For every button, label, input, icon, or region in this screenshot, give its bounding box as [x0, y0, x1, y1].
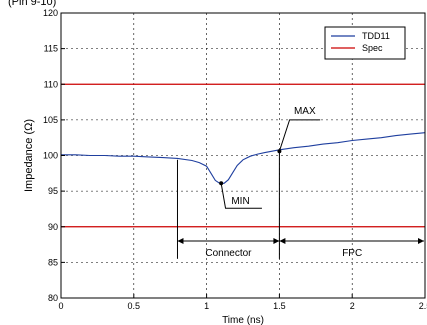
legend: TDD11 Spec — [324, 26, 406, 60]
x-axis-label: Time (ns) — [222, 315, 264, 325]
y-tick-label: 80 — [48, 293, 58, 303]
legend-label-tdd11: TDD11 — [362, 31, 390, 41]
y-tick-label: 120 — [43, 8, 58, 18]
y-axis-label: Impedance (Ω) — [23, 119, 35, 192]
max-leader — [278, 119, 321, 152]
x-tick-label: 2 — [350, 301, 355, 311]
chart-title: (Pin 9-10) — [8, 0, 56, 8]
spec-lines — [61, 83, 425, 228]
connector-arrow-head-right — [273, 238, 280, 244]
legend-label-spec: Spec — [362, 43, 383, 53]
x-tick-label: 1.5 — [273, 301, 286, 311]
x-tick-label: 0.5 — [128, 301, 141, 311]
legend-box — [324, 26, 406, 60]
y-axis-ticks: 80 85 90 95 100 105 110 115 120 — [43, 8, 65, 303]
x-tick-label: 0 — [58, 301, 63, 311]
fpc-arrow — [279, 238, 424, 244]
min-leader — [220, 183, 262, 209]
y-tick-label: 95 — [48, 186, 58, 196]
x-tick-label: 2.5 — [419, 301, 427, 311]
x-axis-ticks: 0 0.5 1 1.5 2 2.5 — [58, 294, 427, 311]
fpc-arrow-head-right — [418, 238, 424, 244]
y-tick-label: 90 — [48, 222, 58, 232]
series-tdd11-line — [61, 132, 426, 184]
connector-label: Connector — [205, 248, 252, 259]
y-tick-label: 85 — [48, 257, 58, 267]
y-tick-label: 100 — [43, 151, 58, 161]
max-label: MAX — [294, 106, 316, 117]
connector-arrow-head-left — [177, 238, 184, 244]
y-tick-label: 105 — [43, 115, 58, 125]
min-label: MIN — [231, 196, 249, 207]
annotations: MIN MAX Connector FPC — [176, 106, 424, 259]
fpc-label: FPC — [342, 248, 362, 259]
y-tick-label: 110 — [44, 79, 58, 89]
y-tick-label: 115 — [44, 44, 58, 54]
x-tick-label: 1 — [204, 301, 209, 311]
connector-arrow — [177, 238, 280, 244]
fpc-arrow-head-left — [279, 238, 286, 244]
